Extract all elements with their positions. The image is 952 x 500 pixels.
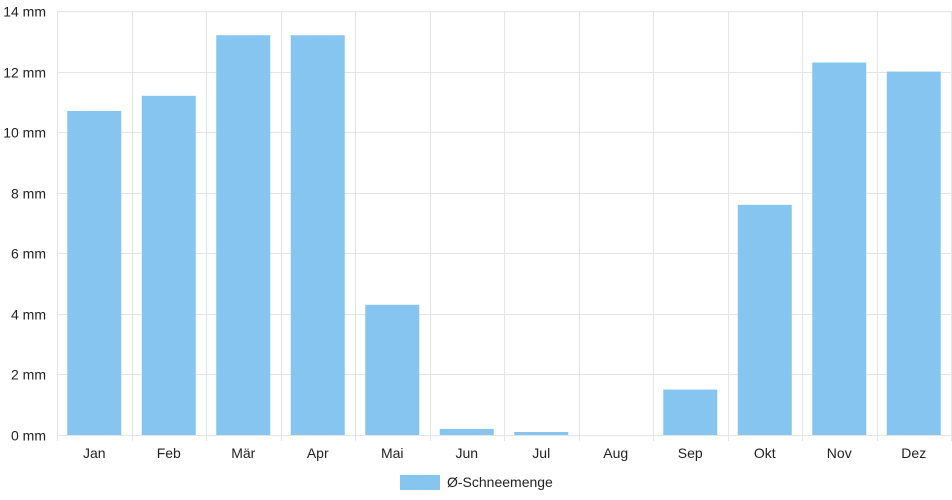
x-tick-label: Mär — [231, 445, 255, 461]
x-tick-label: Sep — [678, 445, 703, 461]
x-tick-label: Jul — [532, 445, 550, 461]
y-tick-label: 2 mm — [11, 367, 46, 383]
y-tick-label: 6 mm — [11, 246, 46, 262]
bars — [67, 35, 941, 436]
y-tick-label: 4 mm — [11, 307, 46, 323]
x-tick-label: Nov — [827, 445, 852, 461]
bar-jul[interactable] — [514, 431, 569, 435]
x-tick-label: Jan — [83, 445, 106, 461]
x-tick-label: Dez — [901, 445, 926, 461]
bar-dez[interactable] — [886, 71, 941, 436]
bar-jan[interactable] — [67, 110, 122, 435]
bar-jun[interactable] — [439, 428, 494, 435]
x-tick-label: Apr — [307, 445, 329, 461]
y-tick-label: 14 mm — [3, 4, 46, 20]
x-tick-label: Mai — [381, 445, 404, 461]
x-tick-label: Jun — [455, 445, 478, 461]
y-axis-ticks: 0 mm 2 mm 4 mm 6 mm 8 mm 10 mm 12 mm 14 mm — [3, 4, 46, 444]
x-axis-ticks: Jan Feb Mär Apr Mai Jun Jul Aug Sep Okt Nov Dez — [83, 445, 926, 461]
bar-feb[interactable] — [141, 95, 196, 436]
y-tick-label: 0 mm — [11, 428, 46, 444]
y-tick-label: 8 mm — [11, 186, 46, 202]
x-tick-label: Aug — [603, 445, 628, 461]
bar-nov[interactable] — [812, 62, 867, 435]
y-tick-label: 10 mm — [3, 125, 46, 141]
bar-okt[interactable] — [737, 204, 792, 435]
legend-label: Ø-Schneemenge — [447, 474, 553, 490]
legend[interactable]: Ø-Schneemenge — [400, 474, 553, 490]
legend-swatch — [400, 475, 440, 490]
gridlines — [57, 11, 952, 441]
y-tick-label: 12 mm — [3, 65, 46, 81]
bar-mär[interactable] — [216, 35, 271, 435]
x-tick-label: Feb — [157, 445, 181, 461]
bar-sep[interactable] — [663, 389, 718, 435]
x-tick-label: Okt — [754, 445, 776, 461]
bar-mai[interactable] — [365, 304, 420, 435]
bar-apr[interactable] — [290, 35, 345, 435]
